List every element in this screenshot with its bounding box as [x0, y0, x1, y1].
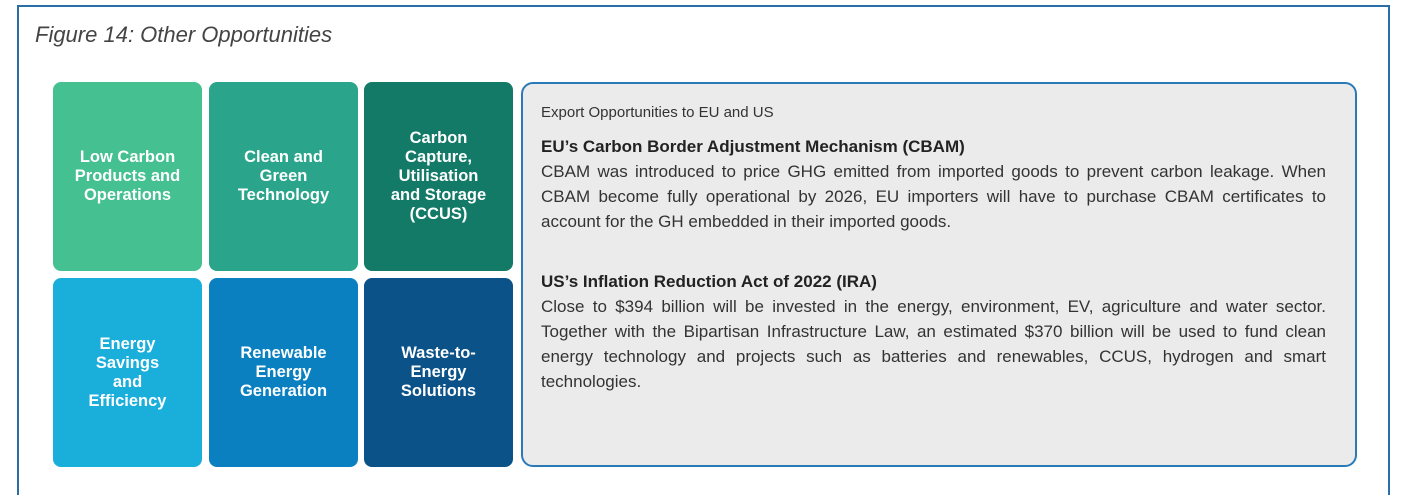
tile: Waste-to- Energy Solutions	[364, 278, 513, 467]
tile-label-line: and	[112, 372, 143, 391]
tile: Clean and Green Technology	[209, 82, 358, 271]
tile: Energy Savings and Efficiency	[53, 278, 202, 467]
tile-label-line: Energy	[255, 363, 312, 381]
tile-label-line: Utilisation	[398, 167, 479, 185]
section-text: Close to $394 billion will be invested i…	[541, 297, 1326, 391]
tile-label-line: and Storage	[390, 186, 487, 204]
tile-label-line: Green	[259, 167, 308, 185]
tile: Carbon Capture, Utilisation and Storage (CCU…	[364, 82, 513, 271]
tile-label-line: Technology	[237, 186, 330, 204]
tile-label-line: Energy	[99, 334, 156, 353]
section: EU’s Carbon Border Adjustment Mechanism …	[541, 135, 1335, 234]
tile-label-line: Savings	[95, 353, 160, 372]
figure-title: Figure 14: Other Opportunities	[35, 22, 333, 47]
tile-label-line: Clean and	[244, 148, 323, 166]
section-text: CBAM was introduced to price GHG emitted…	[541, 162, 1326, 231]
tile-label-line: (CCUS)	[409, 205, 468, 223]
tile-label-line: Waste-to-	[401, 344, 476, 362]
panel-heading: Export Opportunities to EU and US	[541, 104, 774, 121]
tile-label-line: Efficiency	[88, 391, 167, 410]
tile-label-line: Carbon	[409, 129, 468, 147]
tile: Low Carbon Products and Operations	[53, 82, 202, 271]
tile-label-line: Energy	[410, 363, 467, 381]
tile-label-line: Low Carbon	[79, 148, 176, 166]
section-title: EU’s Carbon Border Adjustment Mechanism …	[541, 137, 965, 156]
tile-label-line: Solutions	[400, 382, 477, 400]
tile-label-line: Generation	[239, 382, 328, 400]
figure-frame	[17, 5, 1390, 495]
tile-label-line: Renewable	[240, 344, 327, 362]
tile-label-line: Capture,	[405, 148, 472, 166]
tile-label-line: Products and	[74, 167, 181, 185]
section-title: US’s Inflation Reduction Act of 2022 (IR…	[541, 272, 877, 291]
tile-label-line: Operations	[83, 186, 172, 204]
section: US’s Inflation Reduction Act of 2022 (IR…	[541, 270, 1335, 394]
tile: Renewable Energy Generation	[209, 278, 358, 467]
info-panel: Export Opportunities to EU and US EU’s C…	[521, 82, 1357, 467]
